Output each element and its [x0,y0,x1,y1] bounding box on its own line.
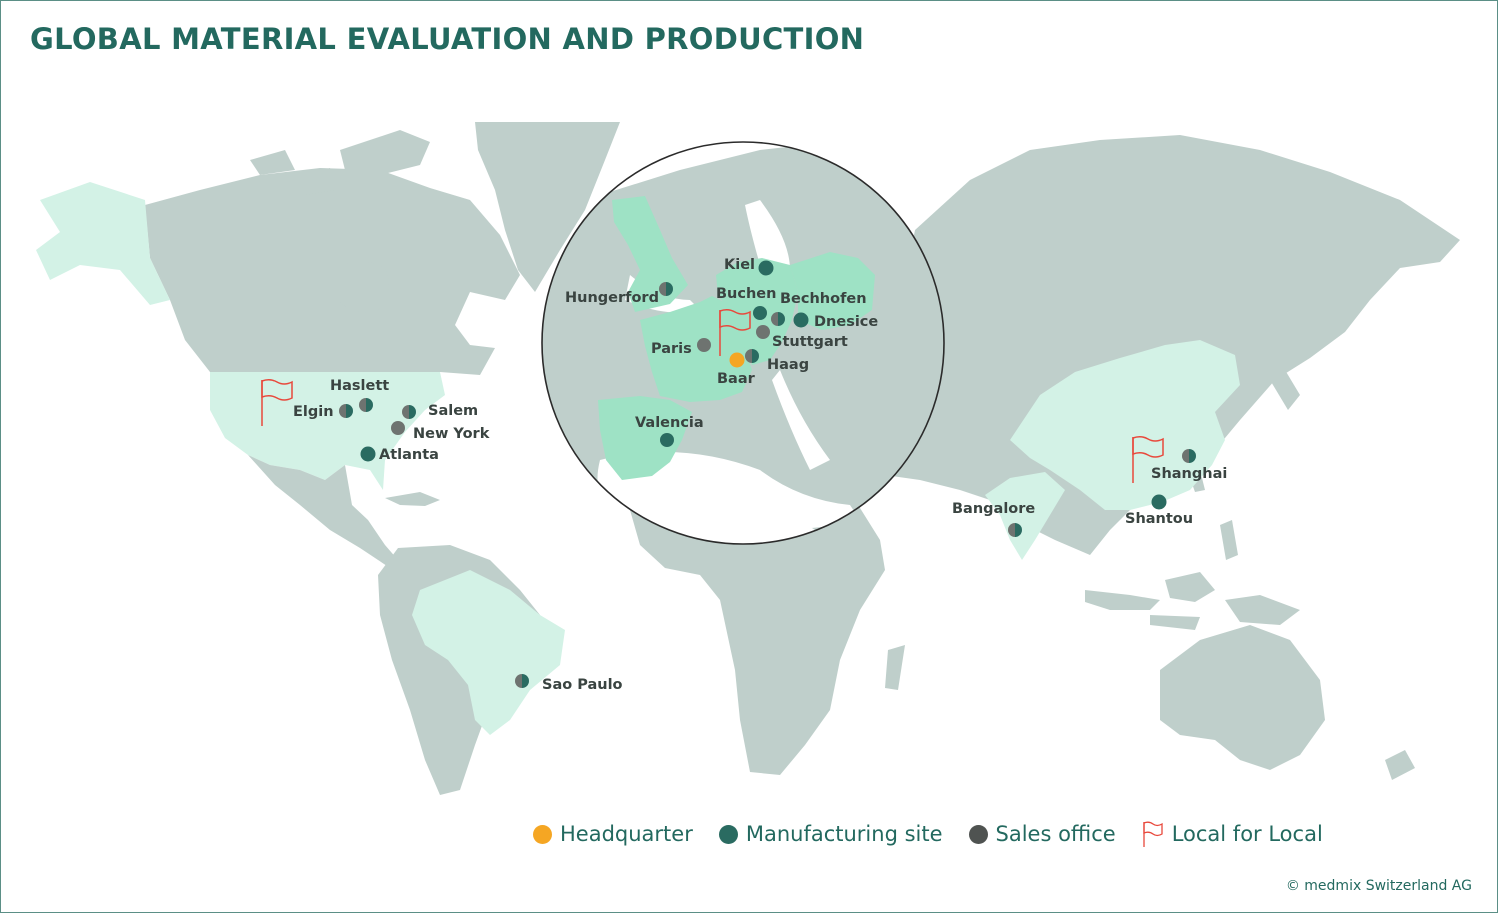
poland-czech-highlight [790,252,875,330]
haslett-marker [359,398,373,412]
page-title: GLOBAL MATERIAL EVALUATION AND PRODUCTIO… [30,22,865,56]
dnesice-marker [793,312,809,328]
label-shanghai: Shanghai [1151,466,1227,482]
label-kiel: Kiel [724,257,755,273]
label-paris: Paris [651,341,692,357]
label-bangalore: Bangalore [952,501,1035,517]
label-baar: Baar [717,371,756,387]
shanghai-marker [1182,449,1196,463]
bechhofen-marker [771,312,785,326]
elgin-marker [339,404,353,418]
label-elgin: Elgin [293,404,334,420]
label-bechhofen: Bechhofen [780,291,867,307]
brazil-highlight [412,570,565,735]
map-legend: Headquarter Manufacturing site Sales off… [533,820,1323,848]
label-stuttgart: Stuttgart [772,334,848,350]
legend-item-sales: Sales office [968,822,1116,846]
atlanta-marker [360,446,376,462]
label-atlanta: Atlanta [379,447,439,463]
salem-marker [402,405,416,419]
madagascar [885,645,905,690]
north-america [36,130,520,568]
paris-marker [697,338,711,352]
europe-zoom [541,141,945,545]
alaska-highlight [36,182,170,305]
haag-marker [745,349,759,363]
bangalore-marker [1008,523,1022,537]
shantou-marker [1151,494,1167,510]
new-york-marker [391,421,405,435]
africa [630,462,885,775]
label-haag: Haag [767,357,809,373]
new-zealand [1385,750,1415,780]
valencia-marker [660,433,674,447]
australia [1160,625,1325,770]
flag-icon [1143,821,1163,847]
label-sao-paulo: Sao Paulo [542,677,623,693]
headquarter-dot-icon [533,824,552,844]
sales-dot-icon [968,824,988,844]
label-salem: Salem [428,403,478,419]
buchen-marker [753,306,767,320]
label-valencia: Valencia [635,415,704,431]
southeast-asia [1085,572,1300,630]
greenland [475,122,620,292]
manufacturing-dot-icon [718,824,738,844]
label-dnesice: Dnesice [814,314,878,330]
legend-label-local: Local for Local [1171,822,1323,846]
kiel-marker [758,260,774,276]
legend-item-manufacturing: Manufacturing site [718,822,943,846]
stuttgart-marker [756,325,770,339]
legend-item-headquarter: Headquarter [533,822,693,846]
label-haslett: Haslett [330,378,389,394]
label-new-york: New York [413,426,490,442]
legend-label-manufacturing: Manufacturing site [745,822,943,846]
spain-highlight [598,396,692,480]
baar-marker [729,352,745,368]
china-highlight [1010,340,1240,510]
south-america [378,545,565,795]
france-highlight [640,296,752,402]
usa-highlight [210,372,445,490]
legend-label-headquarter: Headquarter [560,822,693,846]
sao-paulo-marker [515,674,529,688]
india-highlight [985,472,1065,560]
legend-item-local: Local for Local [1142,820,1323,848]
copyright-text: © medmix Switzerland AG [1285,878,1472,894]
hungerford-marker [659,282,673,296]
legend-label-sales: Sales office [995,822,1116,846]
label-buchen: Buchen [716,286,776,302]
asia [870,135,1460,560]
label-shantou: Shantou [1125,511,1193,527]
label-hungerford: Hungerford [565,290,659,306]
